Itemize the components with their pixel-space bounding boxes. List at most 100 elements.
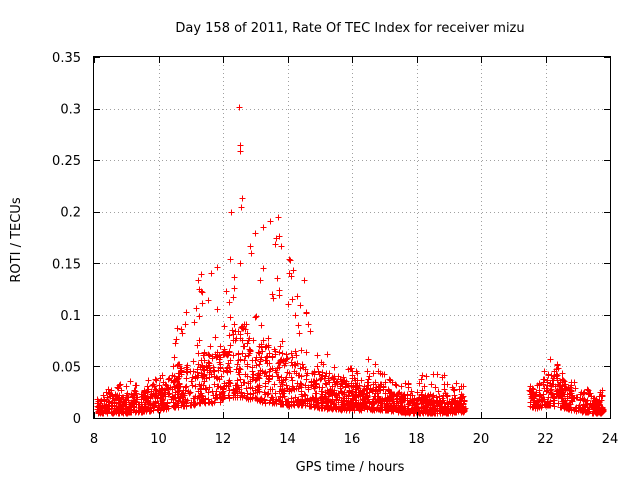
data-point (450, 398, 457, 405)
data-point (275, 360, 282, 367)
data-point (216, 376, 223, 383)
data-point (192, 400, 199, 407)
data-point (239, 195, 246, 202)
data-point (97, 400, 104, 407)
data-point (428, 410, 435, 417)
data-point (440, 406, 447, 413)
data-point (547, 387, 554, 394)
data-point (143, 397, 150, 404)
x-tick-label: 12 (215, 432, 232, 447)
x-tick-label: 14 (279, 432, 296, 447)
data-point (322, 380, 329, 387)
data-point (385, 402, 392, 409)
data-point (211, 381, 218, 388)
data-point (265, 342, 272, 349)
data-point (250, 337, 257, 344)
data-point (566, 391, 573, 398)
data-point (142, 392, 149, 399)
data-point (171, 394, 178, 401)
data-point (366, 399, 373, 406)
data-point (586, 404, 593, 411)
data-point (319, 399, 326, 406)
data-point (199, 289, 206, 296)
data-point (253, 354, 260, 361)
data-point (227, 368, 234, 375)
data-point (239, 325, 246, 332)
data-point (596, 409, 603, 416)
data-point (240, 379, 247, 386)
data-point (171, 404, 178, 411)
data-point (139, 393, 146, 400)
data-point (294, 360, 301, 367)
data-point (545, 371, 552, 378)
data-point (339, 399, 346, 406)
data-point (568, 379, 575, 386)
data-point (453, 380, 460, 387)
data-point (289, 354, 296, 361)
data-point (573, 408, 580, 415)
data-point (273, 369, 280, 376)
data-point (389, 407, 396, 414)
data-point (174, 362, 181, 369)
data-point (422, 404, 429, 411)
data-point (208, 270, 215, 277)
data-point (310, 395, 317, 402)
y-axis-label: ROTI / TECUs (9, 197, 24, 282)
data-point (393, 382, 400, 389)
data-point (196, 399, 203, 406)
data-point (148, 388, 155, 395)
data-point (578, 407, 585, 414)
data-point (183, 309, 190, 316)
data-point (280, 377, 287, 384)
data-point (127, 409, 134, 416)
data-point (364, 386, 371, 393)
data-point (97, 406, 104, 413)
data-point (145, 377, 152, 384)
data-point (188, 402, 195, 409)
data-point (547, 380, 554, 387)
data-point (348, 365, 355, 372)
data-point (172, 389, 179, 396)
data-point (428, 381, 435, 388)
data-point (337, 385, 344, 392)
data-point (277, 343, 284, 350)
data-point (380, 383, 387, 390)
data-point (152, 399, 159, 406)
data-point (396, 389, 403, 396)
data-point (314, 363, 321, 370)
data-point (374, 396, 381, 403)
data-point (528, 388, 535, 395)
data-point (204, 367, 211, 374)
data-point (244, 340, 251, 347)
data-point (217, 361, 224, 368)
data-point (350, 396, 357, 403)
data-point (547, 356, 554, 363)
data-point (419, 387, 426, 394)
data-point (207, 343, 214, 350)
data-point (437, 407, 444, 414)
data-point (157, 391, 164, 398)
data-point (548, 383, 555, 390)
data-point (200, 373, 207, 380)
data-point (325, 390, 332, 397)
data-point (218, 395, 225, 402)
data-point (421, 383, 428, 390)
data-point (297, 398, 304, 405)
data-point (292, 348, 299, 355)
data-point (296, 401, 303, 408)
data-point (317, 376, 324, 383)
data-point (545, 394, 552, 401)
data-point (188, 378, 195, 385)
data-point (349, 368, 356, 375)
data-point (590, 395, 597, 402)
data-point (385, 387, 392, 394)
data-point (230, 294, 237, 301)
data-point (136, 401, 143, 408)
data-point (178, 369, 185, 376)
plot-frame (93, 56, 611, 419)
data-point (205, 297, 212, 304)
data-point (386, 398, 393, 405)
data-point (117, 401, 124, 408)
data-point (284, 355, 291, 362)
data-point (402, 380, 409, 387)
